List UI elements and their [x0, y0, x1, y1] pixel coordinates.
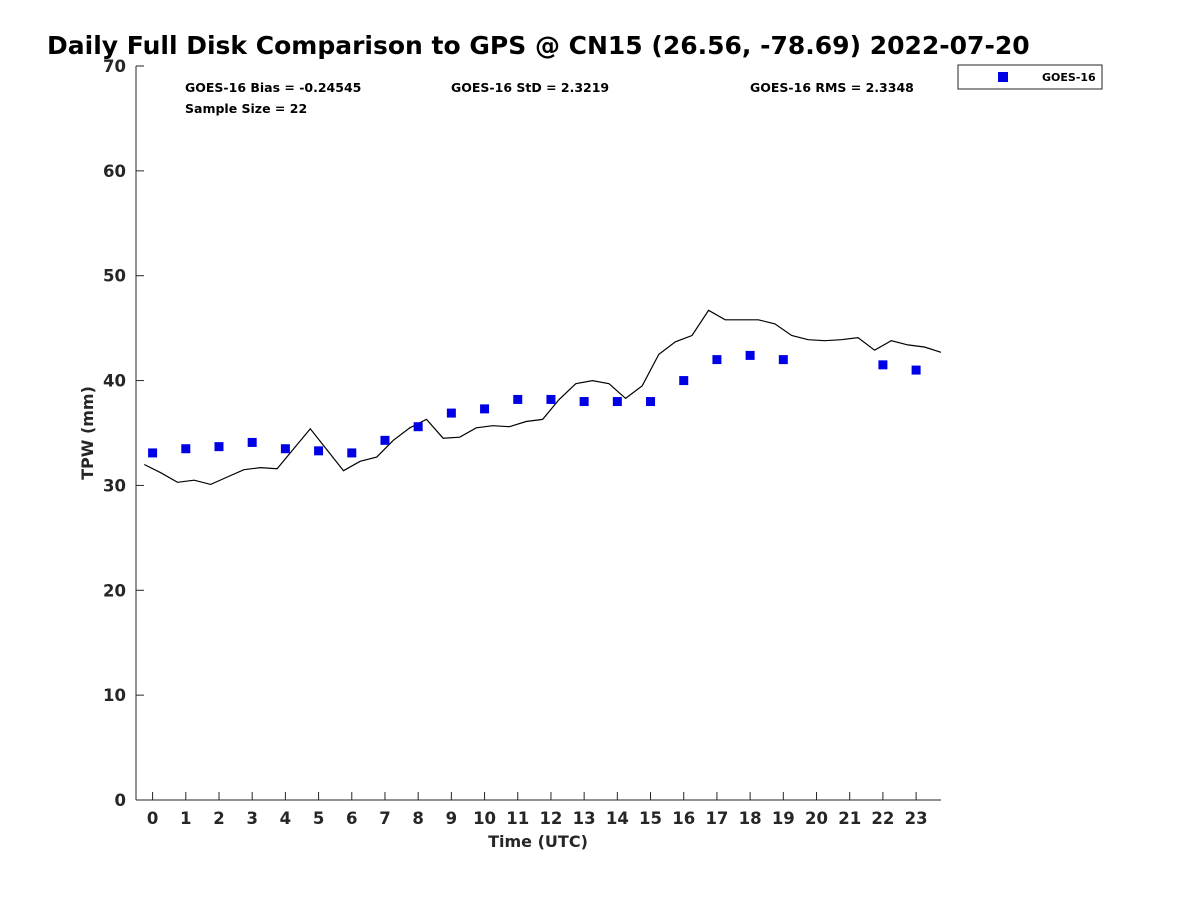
x-tick-label: 23	[905, 809, 928, 828]
x-tick-label: 22	[871, 809, 894, 828]
goes16-data-point	[712, 355, 722, 365]
x-tick-label: 21	[838, 809, 861, 828]
y-tick-label: 0	[115, 791, 126, 810]
goes16-data-point	[745, 350, 755, 360]
gps-tpw-line	[144, 309, 942, 486]
x-tick-label: 11	[506, 809, 529, 828]
stats-annotations: GOES-16 Bias = -0.24545 GOES-16 StD = 2.…	[185, 80, 914, 116]
goes16-data-point	[679, 376, 689, 386]
goes16-data-point	[380, 435, 390, 445]
goes16-data-point	[646, 397, 656, 407]
series-layer	[144, 309, 942, 486]
y-tick-label: 20	[103, 581, 126, 600]
x-axis-label: Time (UTC)	[488, 832, 588, 851]
x-tick-label: 18	[739, 809, 762, 828]
legend-box	[957, 64, 1103, 90]
goes16-data-point	[513, 394, 523, 404]
sample-size-annotation: Sample Size = 22	[185, 101, 307, 116]
x-tick-label: 17	[705, 809, 728, 828]
y-tick-label: 30	[103, 476, 126, 495]
x-tick-label: 3	[246, 809, 257, 828]
goes16-data-point	[911, 365, 921, 375]
chart-title: Daily Full Disk Comparison to GPS @ CN15…	[47, 31, 1030, 60]
rms-annotation: GOES-16 RMS = 2.3348	[750, 80, 914, 95]
x-tick-label: 6	[346, 809, 357, 828]
x-ticks: 0 1 2 3 4 5 6 7 8 9 10 11 12 13 14 15 16 17 18 19 20 21 22 23	[147, 792, 928, 828]
y-tick-label: 40	[103, 372, 126, 391]
x-tick-label: 4	[280, 809, 291, 828]
x-tick-label: 20	[805, 809, 828, 828]
y-tick-label: 50	[103, 267, 126, 286]
goes16-data-point	[778, 355, 788, 365]
legend-marker	[998, 72, 1008, 82]
bias-annotation: GOES-16 Bias = -0.24545	[185, 80, 361, 95]
x-tick-label: 7	[379, 809, 390, 828]
x-tick-label: 8	[412, 809, 423, 828]
goes16-data-point	[347, 448, 357, 458]
goes16-data-point	[214, 442, 224, 452]
goes16-data-point	[247, 437, 257, 447]
x-tick-label: 13	[573, 809, 596, 828]
goes16-data-point	[280, 444, 290, 454]
std-annotation: GOES-16 StD = 2.3219	[451, 80, 609, 95]
goes16-data-point	[480, 404, 490, 414]
y-tick-label: 70	[103, 57, 126, 76]
goes16-data-point	[181, 444, 191, 454]
goes16-data-point	[546, 394, 556, 404]
x-tick-label: 9	[446, 809, 457, 828]
x-tick-label: 14	[606, 809, 629, 828]
goes16-data-point	[878, 360, 888, 370]
goes16-data-point	[446, 408, 456, 418]
y-axis-label: TPW (mm)	[78, 386, 97, 480]
x-tick-label: 12	[539, 809, 562, 828]
x-tick-label: 2	[213, 809, 224, 828]
y-tick-label: 60	[103, 162, 126, 181]
goes16-data-point	[413, 422, 423, 432]
goes16-data-point	[314, 446, 324, 456]
goes16-data-point	[579, 397, 589, 407]
y-tick-label: 10	[103, 686, 126, 705]
x-tick-label: 19	[772, 809, 795, 828]
x-tick-label: 0	[147, 809, 158, 828]
x-tick-label: 16	[672, 809, 695, 828]
legend: GOES-16	[957, 64, 1103, 90]
x-tick-label: 10	[473, 809, 496, 828]
goes16-data-point	[148, 448, 158, 458]
goes16-data-point	[612, 397, 622, 407]
x-tick-label: 15	[639, 809, 662, 828]
x-tick-label: 1	[180, 809, 191, 828]
x-tick-label: 5	[313, 809, 324, 828]
legend-label: GOES-16	[1042, 71, 1096, 84]
y-ticks: 0 10 20 30 40 50 60 70	[103, 57, 144, 810]
